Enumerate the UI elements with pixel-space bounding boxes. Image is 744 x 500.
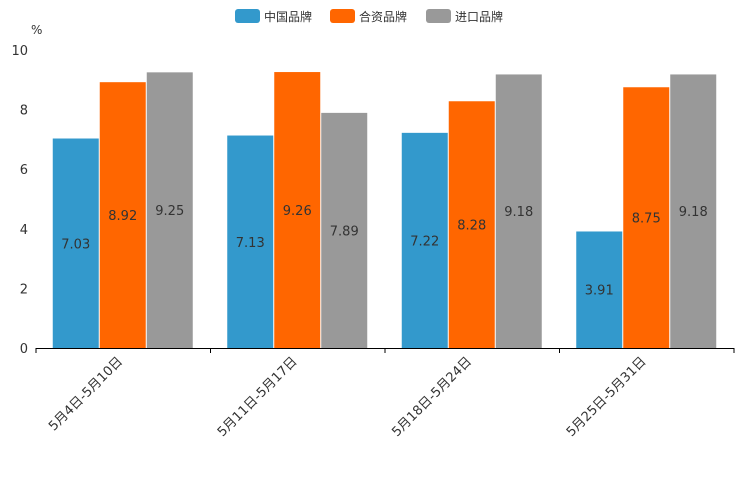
data-label: 8.28 [457, 219, 486, 234]
legend-label: 合资品牌 [359, 9, 407, 24]
data-label: 3.91 [585, 284, 614, 299]
data-label: 7.89 [330, 224, 359, 239]
bar-3-4[interactable] [670, 74, 717, 348]
legend-swatch [330, 9, 355, 23]
bar-2-3[interactable] [448, 101, 495, 348]
x-tick-label: 5月25日-5月31日 [564, 354, 650, 440]
data-label: 7.13 [236, 236, 265, 251]
data-label: 8.75 [632, 212, 661, 227]
bar-3-2[interactable] [321, 112, 368, 349]
y-tick-label: 8 [20, 104, 28, 119]
bar-2-4[interactable] [623, 87, 670, 348]
bars: 7.03 8.92 9.25 7.13 9.26 7.89 7.22 8.28 9.18 3.91… [52, 72, 717, 349]
y-tick-label: 4 [20, 223, 28, 238]
data-label: 9.18 [679, 205, 708, 220]
bar-1-4[interactable] [576, 231, 623, 348]
x-tick-label: 5月4日-5月10日 [46, 354, 126, 434]
legend-item-3[interactable]: 进口品牌 [426, 9, 503, 24]
legend-swatch [426, 9, 451, 23]
legend-item-1[interactable]: 中国品牌 [235, 9, 312, 24]
legend-label: 进口品牌 [455, 10, 503, 24]
legend-swatch [235, 9, 260, 23]
bar-1-2[interactable] [227, 135, 274, 348]
legend-item-2[interactable]: 合资品牌 [330, 9, 407, 24]
bar-2-1[interactable] [99, 82, 146, 349]
data-label: 8.92 [108, 209, 137, 224]
y-tick-label: 0 [20, 342, 28, 357]
x-tick-label: 5月11日-5月17日 [215, 354, 301, 440]
y-axis-unit-label: % [31, 23, 42, 37]
bar-1-1[interactable] [52, 138, 99, 348]
data-label: 7.03 [61, 237, 90, 252]
bar-3-3[interactable] [495, 74, 542, 348]
bar-3-1[interactable] [146, 72, 193, 348]
y-axis: 0 2 4 6 8 10 [11, 44, 28, 357]
data-label: 9.25 [155, 204, 184, 219]
x-tick-label: 5月18日-5月24日 [389, 354, 475, 440]
legend: 中国品牌 合资品牌 进口品牌 [235, 9, 503, 24]
data-label: 9.18 [504, 205, 533, 220]
y-tick-label: 10 [11, 44, 28, 59]
data-label: 7.22 [410, 234, 439, 249]
legend-label: 中国品牌 [264, 9, 312, 24]
bar-1-3[interactable] [401, 132, 448, 348]
y-tick-label: 6 [20, 163, 28, 178]
x-axis: 5月4日-5月10日 5月11日-5月17日 5月18日-5月24日 5月25日-5月… [35, 348, 735, 440]
data-label: 9.26 [283, 204, 312, 219]
bar-2-2[interactable] [274, 72, 321, 348]
y-tick-label: 2 [20, 282, 28, 297]
